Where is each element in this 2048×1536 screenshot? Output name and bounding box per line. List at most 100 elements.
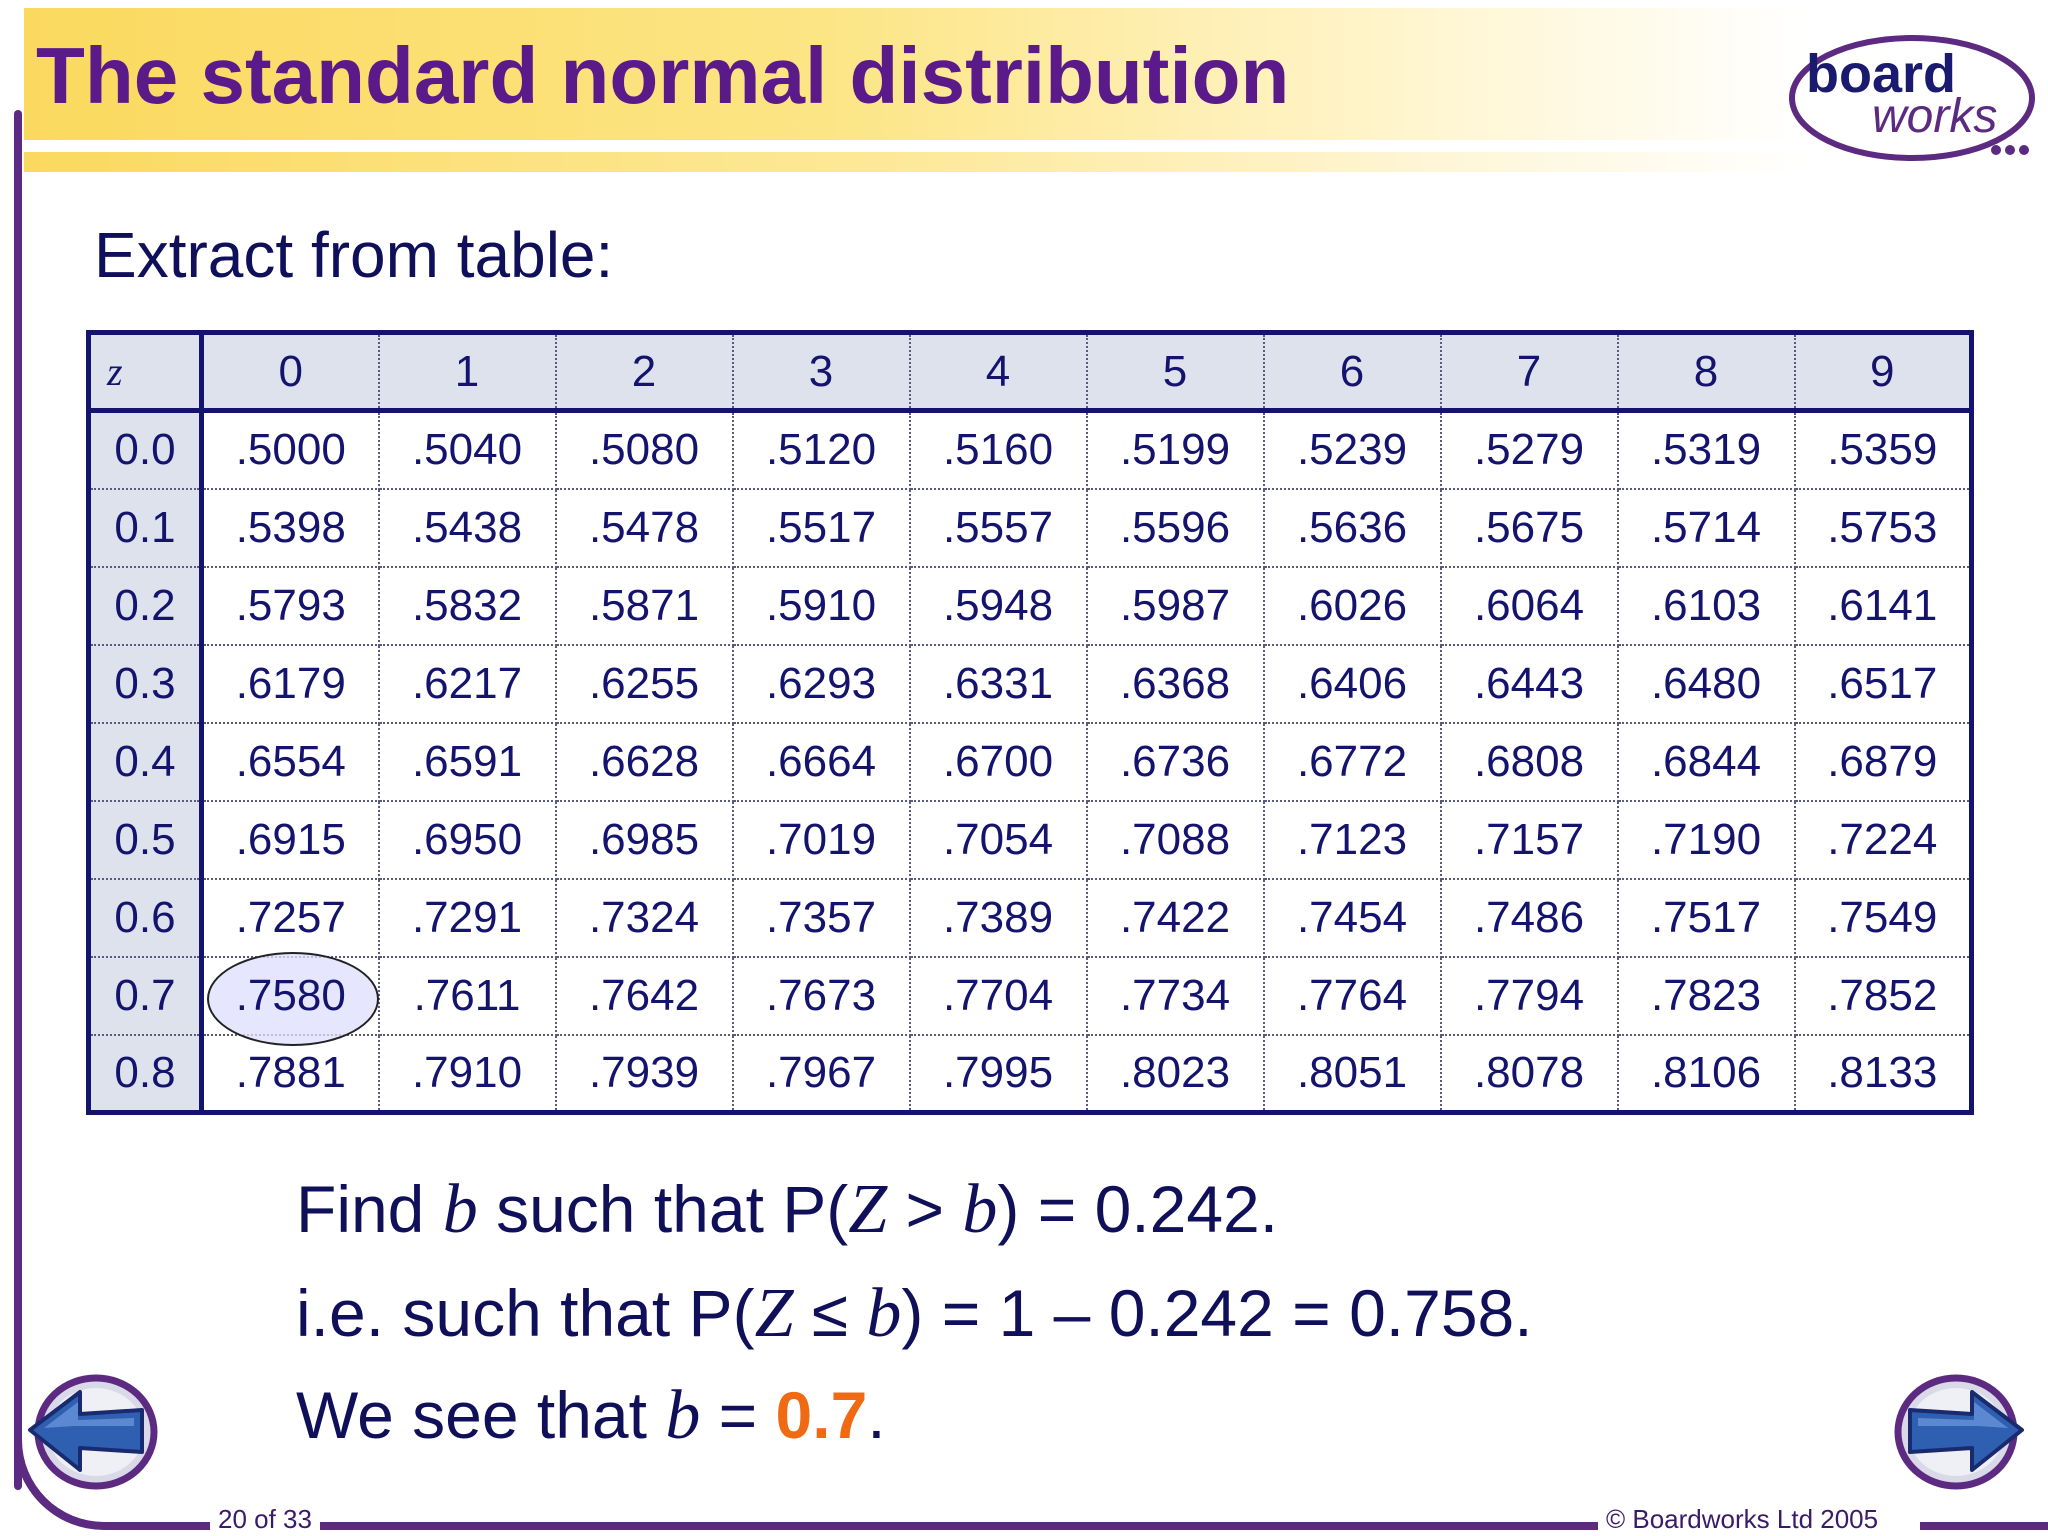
- text-fragment: >: [887, 1172, 963, 1246]
- table-row: 0.3.6179.6217.6255.6293.6331.6368.6406.6…: [87, 643, 1973, 724]
- table-row: 0.1.5398.5438.5478.5517.5557.5596.5636.5…: [87, 487, 1973, 568]
- row-header: 0.8: [87, 1033, 204, 1114]
- row-header: 0.1: [87, 487, 204, 568]
- table-cell: .6772: [1262, 721, 1442, 802]
- title-stripe: [24, 152, 1804, 172]
- table-cell: .7673: [731, 955, 911, 1036]
- table-cell: .6517: [1793, 643, 1973, 724]
- text-fragment: ≤: [793, 1276, 867, 1350]
- row-header: 0.3: [87, 643, 204, 724]
- row-header: 0.7: [87, 955, 204, 1036]
- forward-arrow-icon[interactable]: [1890, 1364, 2030, 1494]
- slide-frame-bottom: [230, 1522, 1610, 1530]
- table-cell: .6985: [554, 799, 734, 880]
- table-cell: .5279: [1439, 409, 1619, 490]
- table-cell: .5557: [908, 487, 1088, 568]
- variable-b: b: [962, 1171, 998, 1248]
- variable-b: b: [442, 1171, 478, 1248]
- table-cell: .5120: [731, 409, 911, 490]
- table-row: 0.6.7257.7291.7324.7357.7389.7422.7454.7…: [87, 877, 1973, 958]
- column-header: 4: [908, 331, 1088, 412]
- column-header: 0: [200, 331, 380, 412]
- table-cell: .7054: [908, 799, 1088, 880]
- table-cell: .6808: [1439, 721, 1619, 802]
- table-cell: .6480: [1616, 643, 1796, 724]
- table-cell: .6628: [554, 721, 734, 802]
- table-cell: .5000: [200, 409, 380, 490]
- table-cell: .5675: [1439, 487, 1619, 568]
- answer-value: 0.7: [775, 1378, 868, 1452]
- table-row: 0.8.7881.7910.7939.7967.7995.8023.8051.8…: [87, 1033, 1973, 1114]
- table-cell: .7224: [1793, 799, 1973, 880]
- corner-label: z: [87, 331, 204, 412]
- table-cell: .7549: [1793, 877, 1973, 958]
- table-cell: .5160: [908, 409, 1088, 490]
- table-cell: .7995: [908, 1033, 1088, 1114]
- table-cell: .6331: [908, 643, 1088, 724]
- table-cell: .7291: [377, 877, 557, 958]
- row-header: 0.6: [87, 877, 204, 958]
- table-cell: .5319: [1616, 409, 1796, 490]
- variable-b: b: [866, 1275, 902, 1352]
- column-header: 6: [1262, 331, 1442, 412]
- table-cell: .6293: [731, 643, 911, 724]
- table-cell: .7881: [200, 1033, 380, 1114]
- row-header: 0.0: [87, 409, 204, 490]
- table-cell: .6915: [200, 799, 380, 880]
- table-cell: .7611: [377, 955, 557, 1036]
- table-cell: .5040: [377, 409, 557, 490]
- table-cell: .5478: [554, 487, 734, 568]
- column-header: 3: [731, 331, 911, 412]
- table-body: 0.0.5000.5040.5080.5120.5160.5199.5239.5…: [87, 409, 1973, 1114]
- table-cell: .7324: [554, 877, 734, 958]
- text-fragment: such that P(: [477, 1172, 849, 1246]
- table-cell: .6736: [1085, 721, 1265, 802]
- table-cell: .7422: [1085, 877, 1265, 958]
- highlighted-cell: .7580: [200, 951, 380, 1046]
- column-header: 2: [554, 331, 734, 412]
- column-header: 9: [1793, 331, 1973, 412]
- column-header: 1: [377, 331, 557, 412]
- table-cell: .5517: [731, 487, 911, 568]
- table-cell: .7642: [554, 955, 734, 1036]
- table-cell: .5398: [200, 487, 380, 568]
- table-cell: .7794: [1439, 955, 1619, 1036]
- boardworks-logo: board works: [1789, 35, 2035, 161]
- table-cell: .6443: [1439, 643, 1619, 724]
- table-cell: .7517: [1616, 877, 1796, 958]
- text-fragment: ) = 0.242.: [997, 1172, 1279, 1246]
- table-cell: .5080: [554, 409, 734, 490]
- table-cell: .5753: [1793, 487, 1973, 568]
- title-band: [24, 8, 1804, 140]
- table-cell: .6664: [731, 721, 911, 802]
- table-cell: .6368: [1085, 643, 1265, 724]
- table-cell: .5987: [1085, 565, 1265, 646]
- page-counter: 20 of 33: [210, 1504, 320, 1535]
- table-cell: .6406: [1262, 643, 1442, 724]
- table-cell: .6700: [908, 721, 1088, 802]
- answer-line: We see that b = 0.7.: [296, 1376, 886, 1456]
- highlight-circle: [207, 951, 379, 1046]
- table-cell: .7823: [1616, 955, 1796, 1036]
- text-fragment: Find: [296, 1172, 443, 1246]
- table-cell: .6591: [377, 721, 557, 802]
- table-cell: .7157: [1439, 799, 1619, 880]
- table-cell: .6103: [1616, 565, 1796, 646]
- variable-z: Z: [848, 1171, 888, 1248]
- table-cell: .6217: [377, 643, 557, 724]
- slide-title: The standard normal distribution: [36, 31, 1290, 120]
- table-cell: .7123: [1262, 799, 1442, 880]
- table-cell: .6141: [1793, 565, 1973, 646]
- variable-z: Z: [754, 1275, 794, 1352]
- table-cell: .7764: [1262, 955, 1442, 1036]
- table-cell: .7190: [1616, 799, 1796, 880]
- table-cell: .8106: [1616, 1033, 1796, 1114]
- back-arrow-icon[interactable]: [22, 1364, 162, 1494]
- table-caption: Extract from table:: [94, 219, 614, 291]
- table-cell: .7389: [908, 877, 1088, 958]
- logo-text-board: board: [1806, 44, 1956, 104]
- table-cell: .6879: [1793, 721, 1973, 802]
- row-header: 0.4: [87, 721, 204, 802]
